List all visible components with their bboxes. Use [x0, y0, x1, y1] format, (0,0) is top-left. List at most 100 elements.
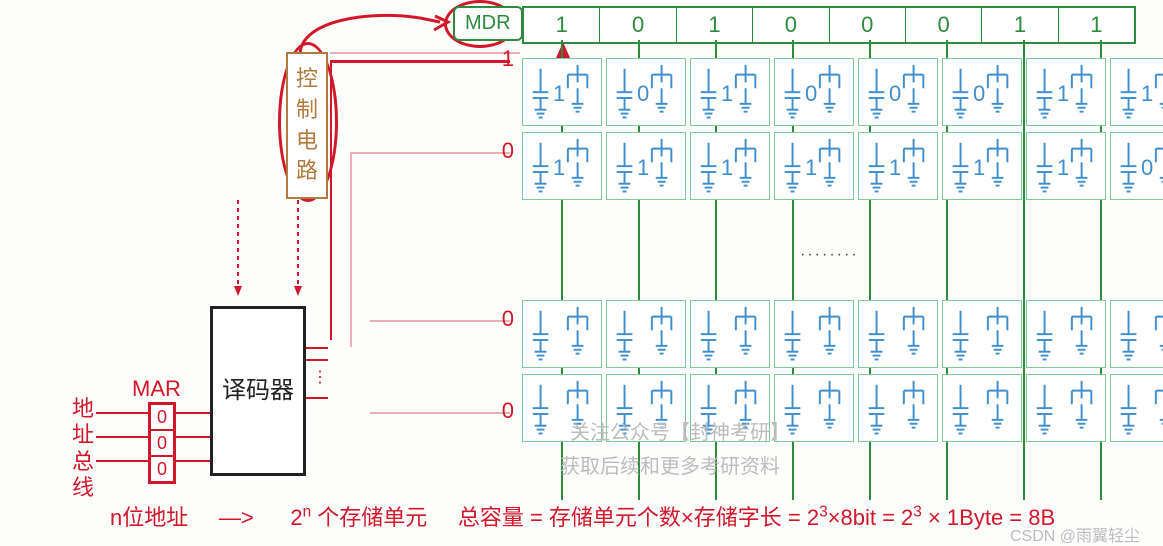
mar-bit-0: 0 — [151, 405, 173, 431]
mdr-label: MDR — [453, 6, 523, 41]
row-select-2: 0 — [490, 306, 514, 332]
mdr-bit-0: 1 — [524, 8, 600, 42]
decoder-label: 译码器 — [222, 374, 294, 408]
csdn-watermark: CSDN @雨翼轻尘 — [1010, 522, 1140, 546]
row-select-3: 0 — [490, 398, 514, 424]
memory-cell — [1026, 374, 1106, 442]
memory-row-2 — [522, 300, 1142, 368]
mar-register: 0 0 0 — [148, 402, 176, 484]
svg-text:⋮: ⋮ — [312, 369, 328, 386]
mar-to-decoder-0 — [176, 412, 210, 414]
memory-cell: 1 — [774, 132, 854, 200]
memory-cell: 1 — [522, 58, 602, 126]
formula-units-suffix: 个存储单元 — [311, 505, 427, 530]
memory-cell — [606, 300, 686, 368]
row-select-1: 0 — [490, 138, 514, 164]
decoder-output-ticks: ⋮ — [306, 338, 346, 458]
mar-to-decoder-2 — [176, 460, 210, 462]
cell-value: 1 — [889, 155, 901, 181]
cell-value: 1 — [721, 155, 733, 181]
memory-cell: 1 — [1026, 58, 1106, 126]
address-bus-label: 地址总线 — [72, 396, 96, 502]
memory-cell — [942, 374, 1022, 442]
cell-value: 1 — [1057, 81, 1069, 107]
formula-units-exp: n — [303, 504, 312, 521]
memory-cell: 0 — [774, 58, 854, 126]
formula-arrow: —> — [219, 505, 254, 530]
cell-value: 1 — [553, 81, 565, 107]
memory-cell: 1 — [690, 132, 770, 200]
cell-value: 1 — [637, 155, 649, 181]
formula-cap-exp2: 3 — [913, 504, 922, 521]
mdr-bit-2: 1 — [677, 8, 753, 42]
memory-cell — [1110, 374, 1163, 442]
cell-value: 1 — [1057, 155, 1069, 181]
formula-cap-exp1: 3 — [819, 504, 828, 521]
mar-label: MAR — [132, 376, 181, 402]
memory-cell — [942, 300, 1022, 368]
memory-cell — [1026, 300, 1106, 368]
cell-value: 0 — [889, 81, 901, 107]
memory-cell: 1 — [522, 132, 602, 200]
wordline-0v — [330, 60, 332, 340]
memory-cell: 1 — [1026, 132, 1106, 200]
memory-row-1: 1 — [522, 132, 1142, 200]
rows-ellipsis: ········ — [800, 246, 859, 264]
memory-cell: 1 — [606, 132, 686, 200]
mdr-bit-5: 0 — [906, 8, 982, 42]
memory-cell: 1 — [690, 58, 770, 126]
row-select-0: 1 — [490, 46, 514, 72]
memory-cell — [774, 300, 854, 368]
wordline-3 — [370, 412, 510, 414]
control-circuit-label: 控制电路 — [296, 66, 318, 183]
mdr-bit-3: 0 — [753, 8, 829, 42]
memory-cell: 0 — [1110, 132, 1163, 200]
mdr-bit-4: 0 — [830, 8, 906, 42]
memory-cell — [858, 374, 938, 442]
memory-cell: 1 — [1110, 58, 1163, 126]
formula-units-base: 2 — [290, 505, 302, 530]
formula-cap-mid1: ×8bit = 2 — [828, 505, 914, 530]
cell-value: 0 — [805, 81, 817, 107]
wordline-1v — [350, 152, 352, 347]
memory-grid: 1 — [522, 58, 1142, 206]
memory-row-0: 1 — [522, 58, 1142, 126]
memory-cell — [1110, 300, 1163, 368]
cell-value: 1 — [805, 155, 817, 181]
watermark-line2: 获取后续和更多考研资料 — [560, 450, 780, 479]
decoder-box: 译码器 — [210, 306, 306, 476]
cell-value: 0 — [1141, 155, 1153, 181]
formula-n-addr: n位地址 — [110, 505, 188, 530]
wordline-2 — [370, 320, 510, 322]
addr-line-0 — [96, 412, 148, 414]
cell-value: 0 — [637, 81, 649, 107]
mdr-bit-6: 1 — [982, 8, 1058, 42]
formula-capacity: 总容量 = 存储单元个数×存储字长 = 2 — [458, 505, 819, 530]
memory-cell: 1 — [858, 132, 938, 200]
memory-cell: 1 — [942, 132, 1022, 200]
mdr-bit-1: 0 — [600, 8, 676, 42]
memory-cell — [690, 300, 770, 368]
mar-bit-1: 0 — [151, 431, 173, 457]
mar-to-decoder-1 — [176, 436, 210, 438]
memory-cell — [522, 300, 602, 368]
memory-cell — [858, 300, 938, 368]
watermark-line1: 关注公众号【封神考研】 — [570, 416, 790, 445]
control-circuit-box: 控制电路 — [286, 52, 328, 199]
mar-bit-2: 0 — [151, 457, 173, 481]
memory-cell: 0 — [606, 58, 686, 126]
addr-line-1 — [96, 436, 148, 438]
formula-line: n位地址 —> 2n 个存储单元 总容量 = 存储单元个数×存储字长 = 23×… — [110, 500, 1055, 532]
wordline-0 — [330, 60, 510, 63]
wordline-1 — [350, 152, 510, 154]
cell-value: 1 — [1141, 81, 1153, 107]
addr-line-2 — [96, 460, 148, 462]
cell-value: 1 — [553, 155, 565, 181]
cell-value: 1 — [973, 155, 985, 181]
cell-value: 1 — [721, 81, 733, 107]
mdr-register: 1 0 1 0 0 0 1 1 — [522, 6, 1136, 44]
cell-value: 0 — [973, 81, 985, 107]
memory-cell: 0 — [858, 58, 938, 126]
memory-cell: 0 — [942, 58, 1022, 126]
mdr-bit-7: 1 — [1059, 8, 1134, 42]
